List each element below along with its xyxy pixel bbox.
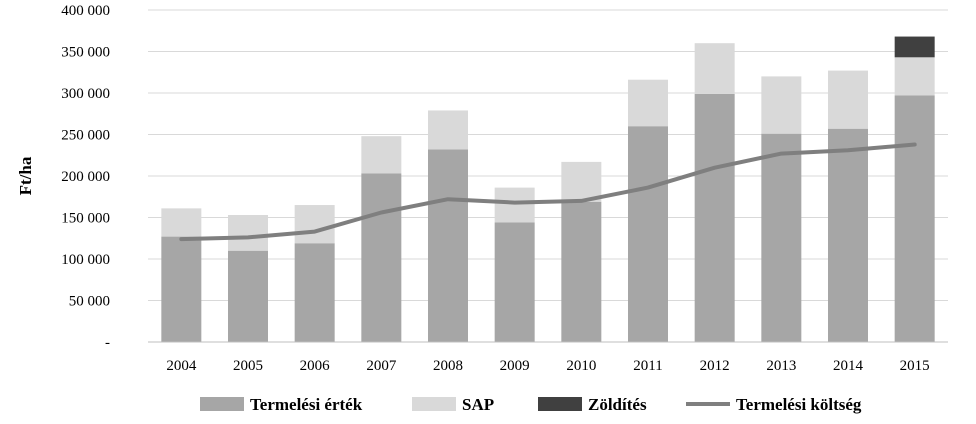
legend-swatch-sap [412, 397, 456, 411]
bar-termelesi-ertek-2007 [361, 173, 402, 342]
legend-swatch-zoldites [538, 397, 582, 411]
bar-termelesi-ertek-2005 [228, 250, 268, 342]
bar-termelesi-ertek-2008 [428, 149, 468, 342]
x-tick-label: 2005 [233, 358, 263, 374]
bar-sap-2006 [294, 205, 335, 244]
bar-sap-2007 [361, 136, 402, 174]
bar-termelesi-ertek-2011 [628, 126, 668, 342]
legend: Termelési érték SAP Zöldítés Termelési költ… [200, 395, 862, 414]
bars [161, 36, 935, 343]
x-tick-label: 2006 [300, 358, 331, 374]
bar-termelesi-ertek-2012 [694, 93, 735, 342]
x-tick-label: 2008 [433, 358, 463, 374]
y-tick-label: 350 000 [61, 45, 110, 61]
y-tick-label: 50 000 [69, 294, 110, 310]
bar-termelesi-ertek-2015 [894, 95, 935, 343]
x-tick-label: 2015 [900, 358, 930, 374]
legend-swatch-termelesi-ertek [200, 397, 244, 411]
x-tick-label: 2014 [833, 358, 864, 374]
y-tick-label: 300 000 [61, 86, 110, 102]
y-tick-label: 400 000 [61, 3, 110, 19]
cost-line-layer [179, 142, 917, 242]
bar-sap-2013 [761, 76, 802, 134]
bar-sap-2015 [894, 57, 935, 96]
y-axis-title: Ft/ha [16, 156, 35, 195]
x-tick-label: 2004 [166, 358, 197, 374]
y-tick-label: 200 000 [61, 169, 110, 185]
axis-labels: - 50 000 100 000 150 000 200 000 250 000 300 0… [16, 3, 930, 374]
x-tick-label: 2012 [700, 358, 730, 374]
legend-label-zoldites: Zöldítés [588, 395, 647, 414]
bar-zoldites-2015 [894, 36, 935, 58]
bar-sap-2009 [494, 187, 535, 223]
x-tick-label: 2007 [366, 358, 397, 374]
bar-termelesi-ertek-2013 [761, 133, 802, 342]
x-tick-label: 2010 [566, 358, 596, 374]
bar-sap-2005 [228, 215, 268, 251]
line-termelesi-koltseg [179, 142, 917, 242]
y-tick-label: 100 000 [61, 252, 110, 268]
y-tick-label: 150 000 [61, 211, 110, 227]
bar-sap-2004 [161, 208, 202, 237]
bar-sap-2010 [561, 161, 602, 202]
bar-sap-2012 [694, 43, 735, 94]
y-tick-label: 250 000 [61, 128, 110, 144]
gridlines [148, 9, 948, 301]
bar-termelesi-ertek-2009 [494, 222, 535, 342]
bar-sap-2011 [628, 79, 668, 127]
x-tick-label: 2011 [633, 358, 662, 374]
bar-sap-2014 [828, 70, 868, 129]
legend-label-termelesi-ertek: Termelési érték [250, 395, 363, 414]
y-tick-label: - [105, 335, 110, 351]
bar-sap-2008 [428, 110, 468, 150]
x-tick-label: 2013 [766, 358, 796, 374]
bar-termelesi-ertek-2006 [294, 243, 335, 342]
bar-termelesi-ertek-2004 [161, 236, 202, 342]
legend-label-sap: SAP [462, 395, 494, 414]
bar-termelesi-ertek-2010 [561, 201, 602, 342]
bar-termelesi-ertek-2014 [828, 128, 868, 342]
x-tick-label: 2009 [500, 358, 530, 374]
legend-label-termelesi-koltseg: Termelési költség [736, 395, 862, 414]
